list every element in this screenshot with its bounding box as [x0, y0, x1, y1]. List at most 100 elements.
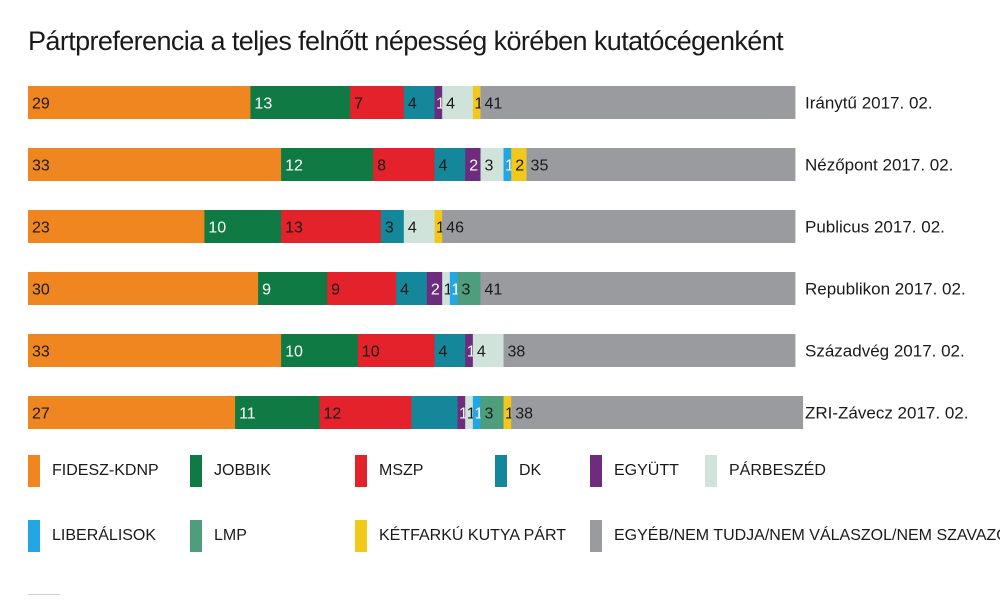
segment-value-label: 12: [323, 406, 341, 423]
segment-value-label: 33: [32, 158, 50, 175]
segment-value-label: 3: [485, 406, 494, 423]
segment-value-label: 1: [474, 406, 483, 423]
bar-segment: [480, 86, 796, 119]
segment-value-label: 4: [477, 344, 486, 361]
bar-segment: [434, 210, 443, 243]
segment-value-label: 2: [515, 158, 524, 175]
segment-value-label: 8: [377, 158, 386, 175]
segment-value-label: 2: [469, 158, 478, 175]
bar-segment: [472, 334, 504, 367]
bar-segment: [411, 396, 458, 429]
bar-segment: [250, 86, 351, 119]
segment-value-label: 41: [485, 96, 503, 113]
segment-value-label: 1: [436, 96, 445, 113]
bar-segment: [357, 334, 435, 367]
bar-segment: [442, 86, 474, 119]
bar-segment: [403, 210, 435, 243]
segment-value-label: 27: [32, 406, 50, 423]
segment-value-label: 35: [531, 158, 549, 175]
segment-value-label: 46: [446, 220, 464, 237]
segment-value-label: 7: [354, 96, 363, 113]
segment-value-label: 9: [262, 282, 271, 299]
segment-value-label: 4: [439, 158, 448, 175]
segment-value-label: 10: [362, 344, 380, 361]
segment-value-label: 1: [467, 344, 476, 361]
bar-segment: [511, 148, 527, 181]
bar-segment: [281, 148, 374, 181]
bar-segment: [472, 86, 481, 119]
segment-value-label: 1: [444, 282, 453, 299]
segment-value-label: 1: [505, 406, 514, 423]
bar-segment: [281, 210, 382, 243]
segment-value-label: 13: [254, 96, 272, 113]
bar-segment: [28, 86, 251, 119]
bar-segment: [503, 334, 796, 367]
bar-segment: [28, 272, 259, 305]
bar-segment: [457, 272, 481, 305]
bar-segment: [426, 272, 443, 305]
bar-segment: [449, 272, 458, 305]
segment-value-label: 38: [515, 406, 533, 423]
bar-segment: [480, 148, 504, 181]
bar-segment: [327, 272, 397, 305]
bar-segment: [28, 148, 282, 181]
segment-value-label: 1: [436, 220, 445, 237]
bar-segment: [465, 396, 474, 429]
bar-segment: [380, 210, 405, 243]
bar-segment: [28, 210, 205, 243]
segment-value-label: 4: [408, 220, 417, 237]
bar-segment: [503, 148, 512, 181]
bar-segment: [465, 334, 474, 367]
bar-segment: [281, 334, 359, 367]
segment-value-label: 3: [485, 158, 494, 175]
bar-segment: [403, 86, 435, 119]
bar-segment: [434, 148, 466, 181]
segment-value-label: 4: [400, 282, 409, 299]
bar-segment: [350, 86, 405, 119]
segment-value-label: 10: [285, 344, 303, 361]
segment-value-label: 1: [451, 282, 460, 299]
bar-segment: [373, 148, 435, 181]
segment-value-label: 38: [508, 344, 526, 361]
bar-segment: [28, 396, 236, 429]
bar-segment: [526, 148, 796, 181]
segment-value-label: 1: [505, 158, 514, 175]
category-label: Publicus 2017. 02.: [805, 218, 945, 237]
bar-segment: [480, 272, 796, 305]
segment-value-label: 2: [431, 282, 440, 299]
segment-value-label: 30: [32, 282, 50, 299]
bar-segment: [28, 334, 282, 367]
bar-segment: [465, 148, 481, 181]
segment-value-label: 4: [446, 96, 455, 113]
segment-value-label: 10: [208, 220, 226, 237]
segment-value-label: 1: [459, 406, 468, 423]
segment-value-label: 11: [239, 406, 256, 423]
bottom-rule: [28, 594, 60, 595]
bar-segment: [472, 396, 481, 429]
segment-value-label: 23: [32, 220, 50, 237]
bar-segment: [511, 396, 804, 429]
segment-value-label: 33: [32, 344, 50, 361]
bar-segment: [204, 210, 282, 243]
segment-value-label: 9: [331, 282, 340, 299]
segment-value-label: 13: [285, 220, 303, 237]
category-label: Iránytű 2017. 02.: [805, 94, 933, 113]
bar-segment: [434, 334, 466, 367]
bar-segment: [319, 396, 412, 429]
segment-value-label: 3: [462, 282, 471, 299]
bar-segment: [235, 396, 320, 429]
bar-segment: [480, 396, 504, 429]
segment-value-label: 29: [32, 96, 50, 113]
bar-segment: [442, 210, 796, 243]
segment-value-label: 4: [439, 344, 448, 361]
segment-value-label: 4: [408, 96, 417, 113]
bar-segment: [503, 396, 512, 429]
bar-segment: [442, 272, 451, 305]
segment-value-label: 41: [485, 282, 503, 299]
bar-segment: [396, 272, 428, 305]
bar-segment: [457, 396, 466, 429]
segment-value-label: 1: [467, 406, 476, 423]
category-label: Republikon 2017. 02.: [805, 280, 966, 299]
